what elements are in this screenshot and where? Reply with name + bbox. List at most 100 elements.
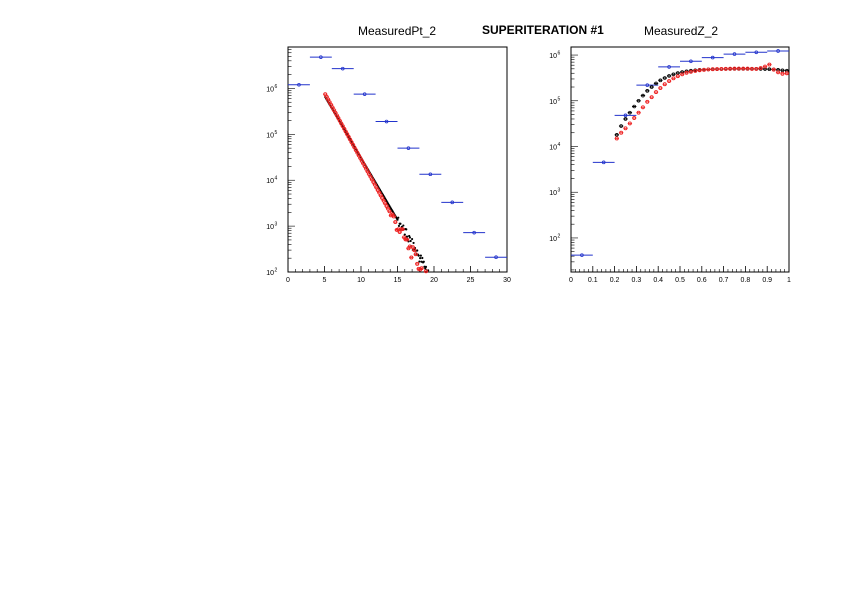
data-point (340, 66, 345, 71)
data-point (688, 69, 693, 74)
x-tick-label: 1 (787, 277, 791, 284)
x-tick-label: 0.1 (588, 277, 598, 284)
data-point (391, 214, 396, 219)
data-point (723, 66, 728, 71)
data-point (614, 136, 619, 141)
data-point (384, 119, 389, 124)
data-point (417, 254, 420, 257)
data-point (396, 218, 399, 221)
data-point (619, 130, 624, 135)
data-point (400, 227, 405, 232)
data-point (719, 66, 724, 71)
y-tick-label: 10 (549, 99, 557, 106)
data-point (715, 67, 720, 71)
x-tick-label: 0.3 (632, 277, 642, 284)
data-point (406, 146, 411, 150)
data-point (627, 121, 632, 126)
data-point (297, 83, 301, 87)
data-point (393, 220, 398, 225)
y-tick-exponent: 2 (558, 233, 561, 239)
chart-title-pt: MeasuredPt_2 (358, 24, 437, 38)
data-point (408, 236, 412, 239)
x-tick-label: 5 (323, 277, 327, 284)
data-point (632, 104, 637, 109)
data-point (645, 83, 650, 87)
data-point (658, 78, 663, 83)
data-point (641, 93, 645, 98)
x-tick-label: 0.5 (675, 277, 685, 284)
data-point (675, 74, 680, 79)
data-point (767, 62, 772, 67)
data-point (763, 64, 767, 69)
data-point (680, 72, 685, 77)
data-point (776, 68, 780, 72)
data-point (645, 99, 650, 104)
data-point (776, 70, 781, 75)
data-point (749, 66, 754, 71)
data-point (418, 260, 421, 263)
data-point (780, 68, 785, 73)
y-tick-label: 10 (549, 53, 557, 60)
data-point (424, 265, 428, 268)
data-point (680, 70, 684, 74)
data-point (419, 257, 422, 260)
y-tick-exponent: 3 (558, 188, 561, 194)
data-point (632, 116, 637, 120)
data-point (780, 71, 785, 76)
data-point (662, 76, 667, 80)
data-point (645, 89, 650, 93)
data-point (410, 245, 415, 250)
data-point (667, 65, 671, 69)
y-tick-label: 10 (266, 178, 274, 185)
data-point (387, 209, 392, 214)
data-point (640, 105, 645, 110)
data-point (754, 66, 759, 71)
data-point (728, 66, 733, 71)
data-point (684, 70, 689, 75)
y-tick-exponent: 5 (558, 96, 561, 102)
data-point (416, 249, 419, 252)
x-tick-label: 30 (503, 277, 511, 284)
x-tick-label: 20 (430, 277, 438, 284)
y-tick-exponent: 2 (275, 268, 278, 274)
data-point (413, 252, 418, 257)
data-point (741, 66, 746, 71)
data-point (693, 68, 698, 73)
data-point (771, 67, 776, 72)
data-point (397, 216, 400, 219)
data-point (424, 267, 427, 270)
data-point (402, 224, 405, 227)
y-tick-exponent: 3 (275, 222, 278, 228)
y-tick-label: 10 (266, 132, 274, 139)
data-point (667, 74, 671, 78)
data-point (732, 52, 737, 56)
data-point (601, 160, 606, 165)
x-tick-label: 0.8 (741, 277, 751, 284)
plot-frame (287, 46, 508, 273)
x-tick-label: 0.6 (697, 277, 707, 284)
data-point (732, 66, 737, 71)
y-tick-label: 10 (549, 190, 557, 197)
x-tick-label: 0.2 (610, 277, 620, 284)
data-point (409, 255, 414, 260)
data-point (419, 254, 422, 257)
x-tick-label: 0.4 (653, 277, 663, 284)
data-point (409, 239, 412, 243)
data-point (411, 237, 414, 241)
data-point (472, 230, 476, 235)
y-tick-exponent: 4 (275, 176, 278, 182)
y-tick-label: 10 (266, 270, 274, 277)
data-point (362, 92, 367, 96)
data-point (403, 233, 406, 236)
data-point (319, 55, 323, 59)
y-tick-exponent: 4 (558, 142, 561, 148)
data-point (397, 230, 402, 235)
data-point (399, 222, 402, 225)
data-point (619, 124, 623, 128)
data-point (415, 261, 420, 266)
data-point (776, 49, 780, 53)
data-point (662, 82, 667, 87)
x-tick-label: 15 (394, 277, 402, 284)
data-point (697, 68, 702, 73)
data-point (421, 256, 424, 260)
